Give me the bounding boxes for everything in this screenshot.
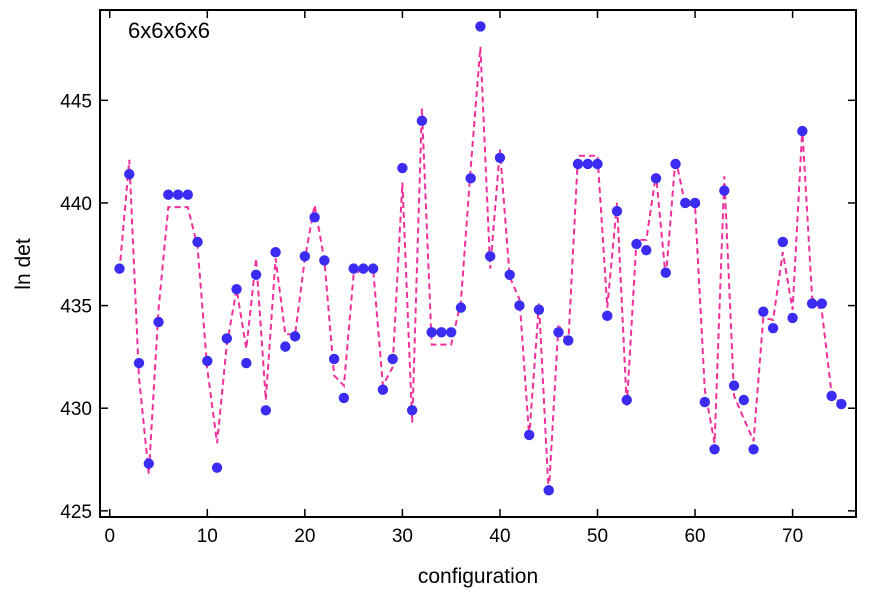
data-point (660, 267, 671, 278)
data-point (514, 300, 525, 311)
plot-frame (99, 9, 857, 518)
data-point (777, 236, 789, 248)
y-tick-label: 445 (60, 91, 92, 112)
data-point (553, 327, 564, 338)
data-point (211, 462, 223, 473)
data-point (328, 353, 340, 365)
data-point (738, 394, 750, 406)
data-point (816, 298, 828, 309)
data-point (182, 189, 193, 200)
data-point (250, 269, 262, 280)
x-tick-label: 40 (489, 526, 510, 547)
data-point (455, 302, 467, 313)
x-axis-ticks: 0 10 20 30 40 50 60 70 (104, 10, 803, 547)
data-point (221, 333, 233, 344)
data-point (241, 357, 252, 369)
x-tick-label: 60 (684, 526, 705, 547)
y-axis-ticks: 425 430 435 440 445 (60, 91, 856, 523)
x-tick-label: 30 (392, 526, 413, 547)
data-point (602, 310, 613, 322)
data-point (124, 169, 135, 180)
data-point (475, 21, 486, 32)
y-axis-title: ln det (12, 238, 35, 290)
x-tick-label: 10 (197, 526, 218, 547)
data-point (504, 269, 515, 280)
data-point (709, 444, 720, 455)
data-point (192, 236, 203, 248)
data-point (592, 158, 603, 170)
data-point (309, 212, 320, 223)
data-point (114, 263, 125, 274)
y-tick-label: 430 (60, 399, 92, 420)
data-point (367, 263, 379, 274)
data-point (572, 158, 584, 170)
data-point (836, 398, 847, 410)
data-point (621, 394, 632, 406)
data-point (338, 392, 350, 404)
data-point (563, 335, 574, 346)
data-point (719, 185, 730, 196)
data-point (787, 312, 798, 324)
data-point (826, 390, 837, 402)
data-point (270, 247, 281, 258)
data-point (289, 331, 301, 342)
data-point (465, 173, 476, 184)
data-point (406, 405, 418, 416)
data-point (416, 115, 428, 127)
data-point (699, 396, 710, 408)
data-point (748, 444, 759, 455)
data-point (231, 283, 242, 295)
panel-label: 6x6x6x6 (128, 18, 210, 43)
data-point (797, 125, 808, 137)
x-tick-label: 20 (294, 526, 315, 547)
fit-series-line (118, 46, 843, 495)
data-point (806, 298, 818, 309)
data-point (524, 429, 535, 441)
data-point (445, 327, 457, 338)
data-point (436, 327, 447, 338)
data-point (172, 189, 184, 200)
data-point (611, 205, 623, 217)
data-point (689, 197, 701, 209)
data-point (484, 251, 496, 262)
data-point (670, 158, 681, 170)
data-point (299, 251, 311, 262)
data-point (680, 197, 691, 209)
data-point (202, 355, 213, 367)
x-tick-label: 0 (104, 526, 115, 547)
x-tick-label: 50 (587, 526, 608, 547)
data-point (426, 327, 437, 338)
data-point (650, 173, 662, 184)
x-tick-label: 70 (782, 526, 803, 547)
data-point (758, 306, 769, 317)
data-point (260, 405, 272, 416)
data-point (494, 152, 506, 163)
data-point (153, 316, 164, 328)
data-point (543, 485, 554, 496)
x-axis-title: configuration (418, 565, 538, 588)
data-point (728, 380, 740, 391)
data-point (280, 341, 291, 352)
data-point (582, 158, 593, 170)
data-point (377, 384, 389, 395)
fit-line-path (118, 46, 843, 495)
data-point (631, 238, 642, 250)
data-point (533, 304, 545, 315)
data-point (641, 244, 652, 256)
y-tick-label: 425 (60, 502, 92, 523)
data-point (163, 189, 174, 200)
y-tick-label: 435 (60, 297, 92, 318)
data-point (397, 162, 408, 174)
data-point (348, 263, 359, 274)
data-point (133, 357, 145, 369)
data-point (767, 322, 779, 334)
data-points (114, 21, 847, 496)
data-point (319, 255, 330, 266)
data-point (143, 458, 154, 469)
data-point (358, 263, 369, 274)
y-tick-label: 440 (60, 194, 92, 215)
data-point (387, 353, 398, 365)
